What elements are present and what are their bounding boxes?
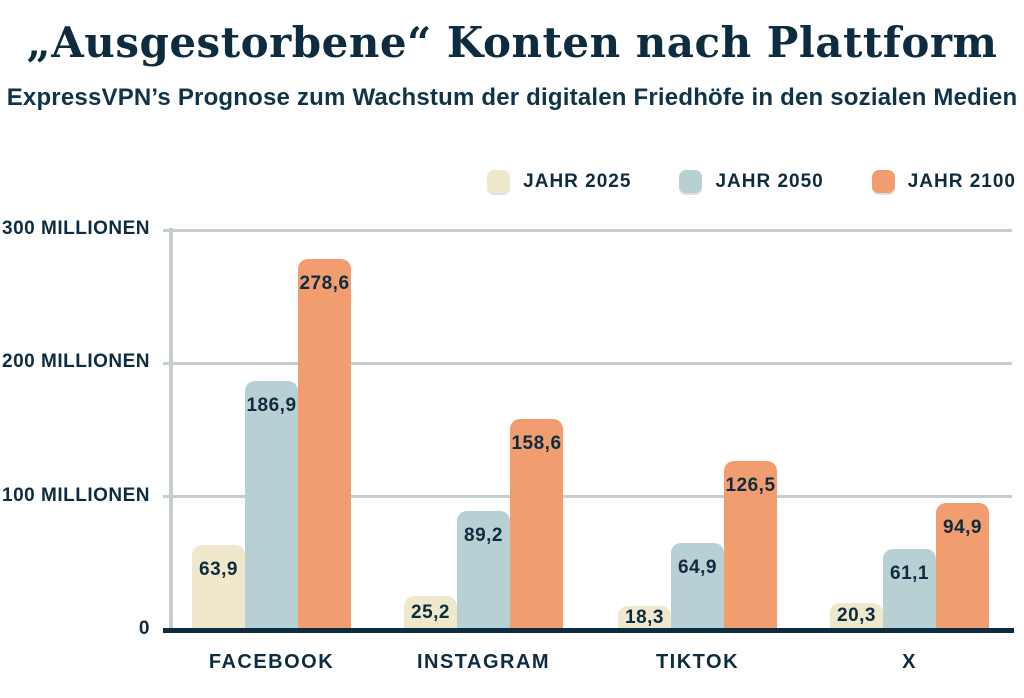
- bar-jahr-2100-x: 94,9: [936, 503, 989, 630]
- x-axis-baseline: [163, 628, 1014, 633]
- chart-title: „Ausgestorbene“ Konten nach Plattform: [26, 18, 998, 67]
- y-tick-label-200: 200 MILLIONEN: [2, 351, 150, 373]
- legend-swatch-jahr-2100: [871, 170, 895, 193]
- y-tick-label-100: 100 MILLIONEN: [2, 484, 150, 506]
- bar-value-label: 186,9: [246, 394, 297, 416]
- bar-jahr-2100-tiktok: 126,5: [724, 461, 777, 630]
- category-label-facebook: FACEBOOK: [208, 651, 335, 673]
- bar-value-label: 158,6: [511, 432, 562, 454]
- bar-value-label: 61,1: [890, 562, 929, 584]
- legend-item-jahr-2025: JAHR 2025: [487, 170, 631, 193]
- y-tick-label-300: 300 MILLIONEN: [2, 218, 150, 239]
- bar-jahr-2050-instagram: 89,2: [457, 511, 510, 630]
- category-label-instagram: INSTAGRAM: [416, 651, 551, 673]
- legend-item-jahr-2050: JAHR 2050: [679, 170, 823, 193]
- bar-jahr-2025-x: 20,3: [830, 602, 883, 630]
- bar-jahr-2100-facebook: 278,6: [298, 258, 351, 630]
- bar-value-label: 278,6: [299, 272, 350, 294]
- bar-jahr-2050-tiktok: 64,9: [671, 543, 724, 630]
- legend-label: JAHR 2100: [907, 170, 1016, 192]
- bar-jahr-2100-instagram: 158,6: [510, 418, 563, 630]
- gridline-100: [163, 495, 1012, 499]
- legend-label: JAHR 2050: [715, 170, 824, 192]
- bar-value-label: 126,5: [725, 475, 776, 497]
- bar-jahr-2050-x: 61,1: [883, 548, 936, 630]
- bar-jahr-2025-instagram: 25,2: [404, 596, 457, 630]
- y-axis-line: [169, 228, 173, 632]
- category-label-tiktok: TIKTOK: [655, 651, 740, 673]
- bar-jahr-2025-tiktok: 18,3: [618, 605, 671, 630]
- y-tick-label-0: 0: [138, 618, 150, 639]
- bar-value-label: 94,9: [943, 517, 982, 539]
- bar-value-label: 25,2: [411, 602, 450, 624]
- legend-swatch-jahr-2025: [487, 170, 511, 193]
- bar-value-label: 64,9: [678, 557, 717, 579]
- legend-label: JAHR 2025: [523, 170, 632, 192]
- bar-value-label: 18,3: [625, 606, 664, 628]
- legend-item-jahr-2100: JAHR 2100: [871, 170, 1016, 193]
- bar-jahr-2050-facebook: 186,9: [245, 380, 298, 630]
- bar-jahr-2025-facebook: 63,9: [192, 544, 245, 630]
- bar-value-label: 20,3: [837, 605, 876, 627]
- gridline-200: [163, 361, 1012, 365]
- legend: JAHR 2025 JAHR 2050 JAHR 2100: [0, 170, 1016, 193]
- chart-subtitle: ExpressVPN’s Prognose zum Wachstum der d…: [6, 84, 1018, 111]
- bar-value-label: 63,9: [199, 558, 238, 580]
- category-label-x: X: [902, 651, 917, 673]
- bar-value-label: 89,2: [464, 525, 503, 547]
- legend-swatch-jahr-2050: [679, 170, 703, 193]
- gridline-300: [163, 228, 1012, 232]
